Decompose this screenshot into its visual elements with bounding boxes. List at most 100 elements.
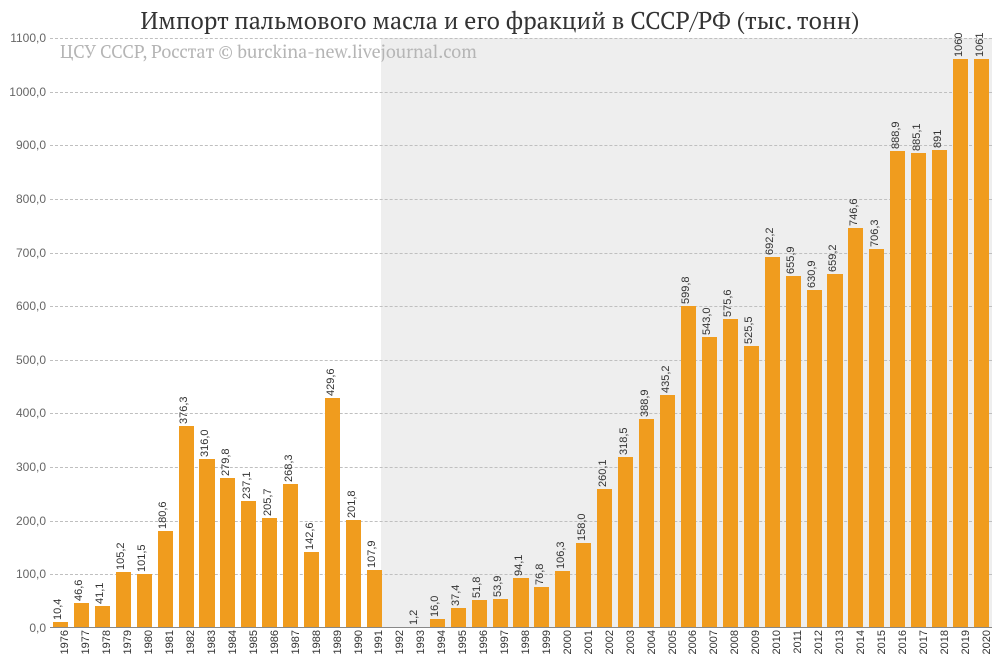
x-axis-line: [50, 627, 992, 628]
bar: 435,2: [660, 395, 675, 628]
chart-attribution: ЦСУ СССР, Росстат © burckina-new.livejou…: [60, 40, 477, 64]
y-tick-label: 300,0: [16, 460, 46, 474]
x-tick-label: 2012: [813, 630, 825, 654]
bar: 37,4: [451, 608, 466, 628]
bar: 655,9: [786, 276, 801, 628]
bar: 41,1: [95, 606, 110, 628]
chart-title: Импорт пальмового масла и его фракций в …: [0, 4, 1000, 36]
bar-value-label: 180,6: [157, 502, 169, 530]
bar-value-label: 51,8: [471, 577, 483, 598]
x-tick-label: 1983: [206, 630, 218, 654]
x-tick-label: 1977: [80, 630, 92, 654]
bar-value-label: 888,9: [890, 122, 902, 150]
bar-value-label: 525,5: [743, 317, 755, 345]
bar-value-label: 429,6: [325, 368, 337, 396]
bar-value-label: 158,0: [576, 514, 588, 542]
bar: 94,1: [513, 578, 528, 628]
bar: 888,9: [890, 151, 905, 628]
bar-value-label: 237,1: [241, 471, 253, 499]
bar: 279,8: [220, 478, 235, 628]
bar: 885,1: [911, 153, 926, 628]
bar: 107,9: [367, 570, 382, 628]
bar: 1060: [953, 59, 968, 628]
x-tick-label: 2018: [939, 630, 951, 654]
bar-value-label: 142,6: [304, 522, 316, 550]
bar: 599,8: [681, 306, 696, 628]
bar-value-label: 885,1: [911, 124, 923, 152]
x-axis-labels: 1976197719781979198019811982198319841985…: [50, 630, 992, 670]
y-tick-label: 1000,0: [9, 85, 46, 99]
x-tick-label: 2003: [625, 630, 637, 654]
x-tick-label: 1987: [290, 630, 302, 654]
bar: 76,8: [534, 587, 549, 628]
chart-container: Импорт пальмового масла и его фракций в …: [0, 0, 1000, 670]
bar-value-label: 388,9: [639, 390, 651, 418]
y-tick-label: 600,0: [16, 299, 46, 313]
y-tick-label: 500,0: [16, 353, 46, 367]
bar: 429,6: [325, 398, 340, 628]
y-tick-label: 400,0: [16, 406, 46, 420]
bar: 630,9: [807, 290, 822, 628]
bar-value-label: 599,8: [680, 277, 692, 305]
x-tick-label: 2013: [834, 630, 846, 654]
x-tick-label: 2007: [708, 630, 720, 654]
bar-value-label: 105,2: [115, 542, 127, 570]
bar-value-label: 655,9: [785, 247, 797, 275]
y-tick-label: 100,0: [16, 567, 46, 581]
x-tick-label: 1989: [332, 630, 344, 654]
x-tick-label: 2002: [604, 630, 616, 654]
bar: 268,3: [283, 484, 298, 628]
x-tick-label: 1984: [227, 630, 239, 654]
x-tick-label: 2020: [981, 630, 993, 654]
bar: 376,3: [179, 426, 194, 628]
bar-value-label: 53,9: [492, 576, 504, 597]
bar-value-label: 107,9: [366, 541, 378, 569]
x-tick-label: 2006: [687, 630, 699, 654]
bar: 388,9: [639, 419, 654, 628]
bar: 158,0: [576, 543, 591, 628]
x-tick-label: 2015: [876, 630, 888, 654]
bar: 237,1: [241, 501, 256, 628]
y-tick-label: 800,0: [16, 192, 46, 206]
bar-value-label: 706,3: [869, 220, 881, 248]
bar-value-label: 279,8: [220, 448, 232, 476]
x-tick-label: 1982: [185, 630, 197, 654]
x-tick-label: 1981: [164, 630, 176, 654]
x-tick-label: 1985: [248, 630, 260, 654]
bar: 891: [932, 150, 947, 628]
x-tick-label: 2011: [792, 630, 804, 654]
bar-value-label: 10,4: [52, 599, 64, 620]
bar-value-label: 692,2: [764, 227, 776, 255]
bar-value-label: 260,1: [597, 459, 609, 487]
x-tick-label: 2010: [771, 630, 783, 654]
y-tick-label: 700,0: [16, 246, 46, 260]
x-tick-label: 1995: [457, 630, 469, 654]
bar-value-label: 1061: [974, 32, 986, 56]
bar-value-label: 630,9: [806, 260, 818, 288]
bar-value-label: 316,0: [199, 429, 211, 457]
x-tick-label: 1991: [373, 630, 385, 654]
x-tick-label: 1997: [499, 630, 511, 654]
y-tick-label: 0,0: [29, 621, 46, 635]
x-tick-label: 2017: [918, 630, 930, 654]
x-tick-label: 1990: [353, 630, 365, 654]
x-tick-label: 2004: [646, 630, 658, 654]
bar-value-label: 201,8: [346, 490, 358, 518]
x-tick-label: 2000: [562, 630, 574, 654]
bar: 575,6: [723, 319, 738, 628]
x-tick-label: 1980: [143, 630, 155, 654]
y-tick-label: 200,0: [16, 514, 46, 528]
x-tick-label: 2019: [960, 630, 972, 654]
bar-value-label: 205,7: [262, 488, 274, 516]
bar: 1061: [974, 59, 989, 628]
bar: 525,5: [744, 346, 759, 628]
x-tick-label: 1978: [101, 630, 113, 654]
bar-value-label: 543,0: [701, 307, 713, 335]
bar: 318,5: [618, 457, 633, 628]
bar: 260,1: [597, 489, 612, 629]
bar-value-label: 268,3: [283, 455, 295, 483]
bar: 659,2: [827, 274, 842, 628]
x-tick-label: 1988: [311, 630, 323, 654]
bar-value-label: 1,2: [408, 610, 420, 625]
bar-value-label: 575,6: [722, 290, 734, 318]
